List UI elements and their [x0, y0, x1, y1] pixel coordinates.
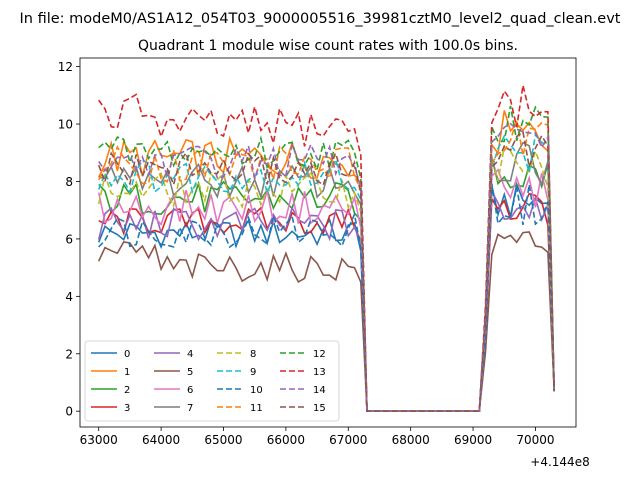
y-tick-label: 4: [65, 290, 73, 304]
y-tick-label: 6: [65, 232, 73, 246]
legend-label-11: 11: [250, 403, 263, 414]
x-tick-label: 69000: [454, 433, 492, 447]
legend-label-8: 8: [250, 349, 256, 360]
legend-box: [84, 340, 340, 422]
series-line-8: [97, 145, 555, 413]
legend-label-14: 14: [313, 385, 326, 396]
x-axis: 63000 64000 65000 66000 67000 68000 69000 70000: [80, 427, 555, 447]
x-tick-label: 68000: [392, 433, 430, 447]
series-line-15: [97, 130, 555, 413]
y-tick-label: 10: [58, 118, 73, 132]
x-tick-label: 66000: [267, 433, 305, 447]
x-tick-label: 67000: [329, 433, 367, 447]
legend-label-5: 5: [187, 367, 193, 378]
legend-label-2: 2: [124, 385, 130, 396]
legend-label-6: 6: [187, 385, 193, 396]
x-offset-label: +4.144e8: [530, 455, 589, 469]
plot-frame: [79, 57, 577, 428]
y-tick-label: 2: [65, 347, 73, 361]
legend-label-4: 4: [187, 349, 193, 360]
legend-label-13: 13: [313, 367, 326, 378]
legend-label-12: 12: [313, 349, 326, 360]
legend-label-1: 1: [124, 367, 130, 378]
series-line-10: [98, 183, 555, 413]
legend-label-3: 3: [124, 403, 130, 414]
y-tick-label: 0: [65, 405, 73, 419]
series-layer: [97, 85, 555, 413]
series-line-13: [98, 85, 555, 413]
x-tick-label: 64000: [142, 433, 180, 447]
chart-title: Quadrant 1 module wise count rates with …: [138, 38, 518, 54]
y-tick-label: 12: [58, 60, 73, 74]
legend-label-0: 0: [124, 349, 130, 360]
x-tick-label: 65000: [204, 433, 242, 447]
series-line-9: [97, 133, 555, 413]
legend-label-15: 15: [313, 403, 326, 414]
legend-label-7: 7: [187, 403, 193, 414]
y-tick-label: 8: [65, 175, 73, 189]
y-axis: 0 2 4 6 8 10 12: [58, 60, 80, 419]
x-tick-label: 63000: [80, 433, 118, 447]
figure-suptitle: In file: modeM0/AS1A12_054T03_9000005516…: [20, 11, 621, 27]
x-tick-label: 70000: [516, 433, 554, 447]
legend-label-10: 10: [250, 385, 263, 396]
legend-label-9: 9: [250, 367, 256, 378]
